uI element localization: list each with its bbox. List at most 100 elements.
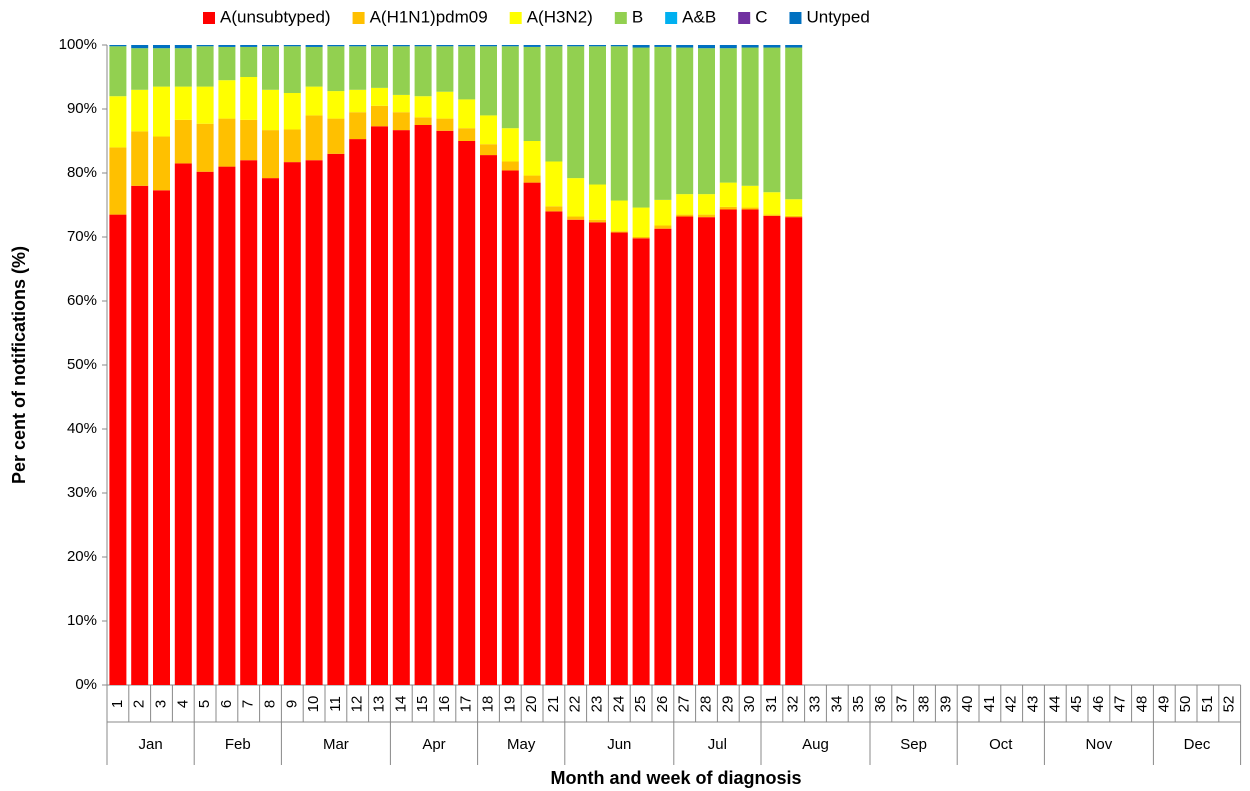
x-tick-label: 52 [1221,696,1238,713]
bar-segment [262,89,279,131]
bar-segment [632,237,650,239]
bar-segment [196,171,214,686]
bar-segment [480,155,497,685]
legend-swatch [614,12,627,24]
bar-segment [153,190,170,685]
bar-segment [501,128,519,162]
bar-segment [218,46,236,81]
bar-segment [305,115,323,161]
x-tick-label: 47 [1112,696,1129,713]
x-axis-title: Month and week of diagnosis [550,768,801,788]
bar-segment [676,194,694,215]
bar-segment [436,130,454,685]
x-tick-label: 33 [806,696,823,713]
bar-segment [174,86,192,120]
bar-segment [589,219,606,223]
group-label: Mar [323,736,349,753]
bar-segment [196,46,214,87]
bar-segment [218,45,236,47]
bar-segment [523,182,541,685]
bar-segment [305,46,323,87]
bar-segment [414,117,432,125]
x-tick-label: 45 [1068,696,1085,713]
bar-segment [785,47,803,200]
bar-segment [218,166,236,686]
bar-segment [785,217,803,685]
bar-segment [262,46,279,90]
bar-segment [741,209,759,686]
bar-segment [371,45,388,47]
group-label: Jun [607,736,631,753]
bar-segment [763,45,781,48]
y-axis-title: Per cent of notifications (%) [9,246,29,484]
bar-segment [719,206,737,210]
group-label: Jul [708,736,727,753]
y-tick-label: 90% [67,100,97,117]
x-tick-label: 30 [741,696,758,713]
bar-segment [371,46,388,88]
bar-segment [174,48,192,87]
bar-segment [632,47,650,208]
x-tick-label: 12 [349,696,366,713]
x-tick-label: 20 [523,696,540,713]
bar-segment [131,185,149,686]
bar-segment [371,126,388,685]
bar-segment [109,96,127,148]
bar-segment [719,209,737,686]
bar-segment [392,130,410,685]
x-tick-label: 8 [261,700,278,708]
bar-segment [654,199,672,226]
bar-segment [414,125,432,685]
bar-segment [589,184,606,220]
bar-segment [741,45,759,48]
x-tick-label: 40 [959,696,976,713]
bar-segment [414,46,432,97]
legend-text: C [755,7,767,26]
group-label: Nov [1086,736,1113,753]
bar-segment [698,194,715,215]
group-label: Jan [139,736,163,753]
bar-segment [610,231,628,233]
x-tick-label: 24 [610,696,627,713]
bar-segment [458,128,476,141]
bar-segment [392,45,410,47]
y-tick-label: 0% [75,676,97,693]
legend-text: Untyped [806,7,869,26]
bar-segment [196,45,214,47]
bar-segment [501,46,519,129]
legend-text: A(H1N1)pdm09 [370,7,488,26]
bar-segment [392,94,410,113]
bar-segment [501,170,519,685]
bar-segment [785,45,803,48]
bar-segment [131,48,149,90]
bar-segment [523,46,541,141]
bar-segment [327,45,345,47]
bar-segment [327,118,345,154]
bar-segment [283,162,301,685]
bar-segment [131,45,149,49]
x-tick-label: 14 [392,696,409,713]
bar-segment [567,46,585,179]
y-tick-label: 70% [67,228,97,245]
bar-segment [196,123,214,172]
bar-segment [741,47,759,186]
bar-segment [371,105,388,127]
bar-segment [480,46,497,116]
bar-segment [392,46,410,95]
x-tick-label: 38 [915,696,932,713]
group-label: Aug [802,736,829,753]
bar-segment [283,129,301,163]
bar-segment [327,153,345,686]
bar-segment [676,47,694,195]
bar-segment [676,216,694,685]
group-label: May [507,736,536,753]
bar-segment [305,160,323,685]
x-tick-label: 28 [697,696,714,713]
x-tick-label: 22 [567,696,584,713]
x-tick-label: 9 [283,700,300,708]
y-tick-label: 80% [67,164,97,181]
bar-segment [458,45,476,47]
bar-segment [763,192,781,215]
bar-segment [480,115,497,145]
